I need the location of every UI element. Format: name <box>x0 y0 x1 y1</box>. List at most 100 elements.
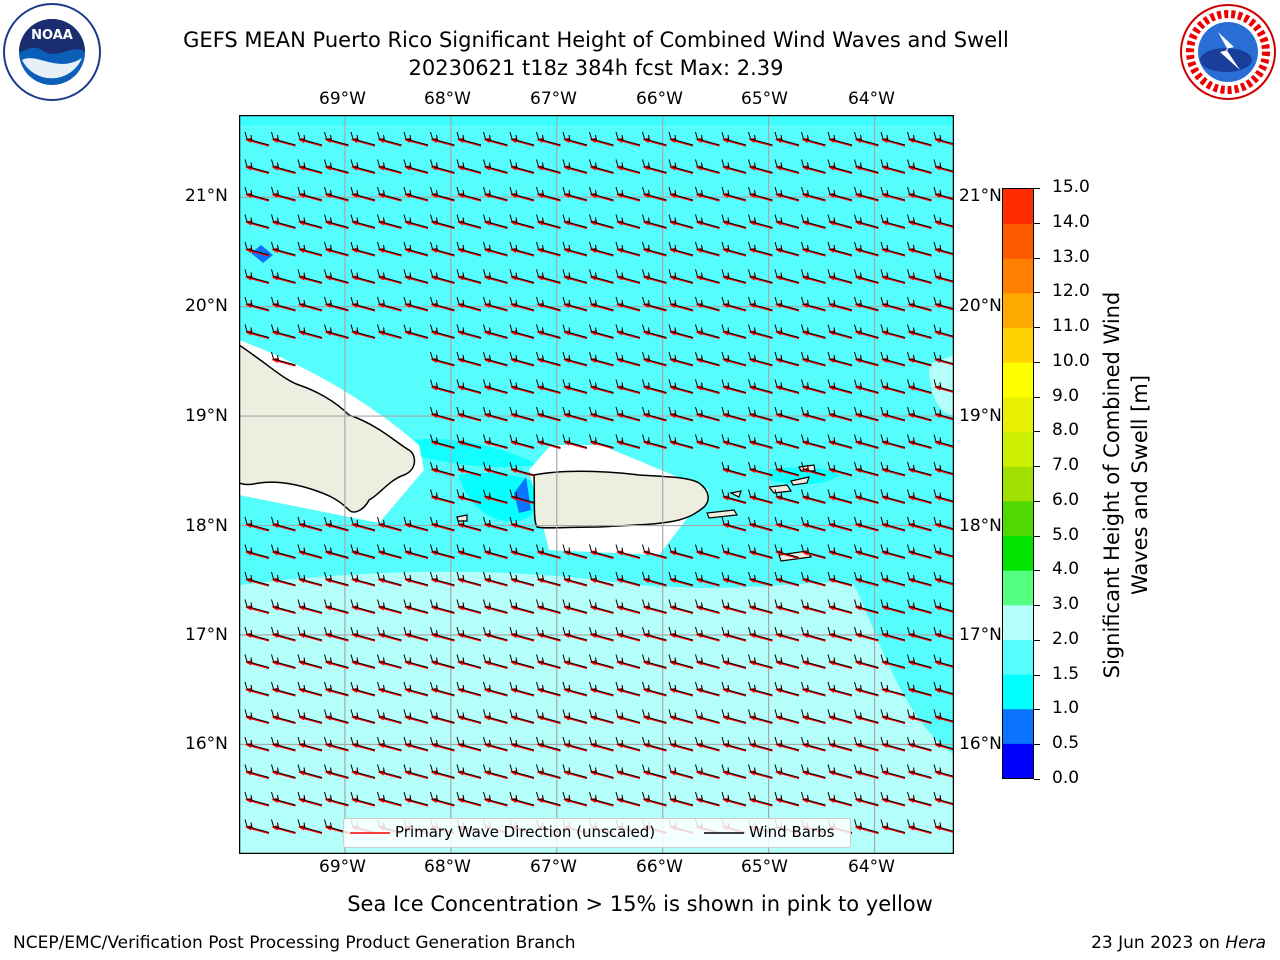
wave-arrow <box>722 660 747 670</box>
wind-barb <box>483 434 508 448</box>
wave-arrow <box>801 385 826 395</box>
wind-barb <box>880 736 906 751</box>
wind-barb <box>562 791 588 806</box>
wave-arrow <box>775 797 800 807</box>
wave-arrow <box>324 550 349 560</box>
wind-barb <box>907 819 932 833</box>
wind-barb <box>748 159 773 173</box>
wind-barb <box>801 351 826 366</box>
wave-arrow <box>483 632 508 642</box>
wind-barb <box>695 764 720 778</box>
wind-barb <box>403 131 429 146</box>
wind-barb <box>456 324 482 338</box>
wind-barb <box>774 599 800 613</box>
wind-barb <box>297 269 323 283</box>
wind-barb <box>721 681 747 696</box>
colorbar-segment <box>1003 431 1033 467</box>
wave-arrow <box>669 165 694 175</box>
wind-barb <box>854 571 879 586</box>
colorbar-label: Significant Height of Combined Wind Wave… <box>1100 291 1152 679</box>
wind-barb <box>668 131 694 146</box>
wave-arrow <box>828 440 853 450</box>
wind-barb <box>774 406 800 421</box>
wave-arrow <box>695 797 720 807</box>
wave-arrow <box>907 192 932 202</box>
wind-barb <box>562 296 588 311</box>
wave-arrow <box>351 192 376 202</box>
wave-arrow <box>801 412 826 422</box>
wind-barb <box>668 681 694 696</box>
wave-arrow <box>536 577 561 587</box>
wind-barb <box>509 406 535 421</box>
wind-barb <box>509 489 535 503</box>
lat-label-left: 19°N <box>185 406 228 426</box>
wave-arrow <box>722 715 747 725</box>
wave-arrow <box>695 577 720 587</box>
wave-arrow <box>642 550 667 560</box>
wind-barb <box>377 654 402 668</box>
wave-arrow <box>430 440 455 450</box>
wave-arrow <box>457 550 482 560</box>
wave-arrow <box>616 412 641 422</box>
wave-arrow <box>881 495 906 505</box>
wind-barb <box>695 214 720 228</box>
wave-arrow <box>907 797 932 807</box>
wave-arrow <box>271 302 296 312</box>
wave-arrow <box>881 522 906 532</box>
wave-arrow <box>245 247 270 257</box>
wind-barb <box>695 351 720 366</box>
wave-arrow <box>881 302 906 312</box>
wind-barb <box>483 214 508 228</box>
wave-arrow <box>324 660 349 670</box>
wind-barb <box>377 764 402 778</box>
colorbar-tick-label: 4.0 <box>1052 559 1080 580</box>
wind-barb <box>377 159 402 173</box>
colorbar-tick-mark <box>1034 709 1040 711</box>
wave-arrow <box>377 192 402 202</box>
wave-arrow <box>298 770 323 780</box>
wave-arrow <box>271 275 296 285</box>
wave-arrow <box>245 605 270 615</box>
wave-arrow <box>298 577 323 587</box>
wind-barb <box>483 516 508 531</box>
wind-barb <box>880 159 906 173</box>
wind-barb <box>403 764 429 778</box>
wave-arrow <box>748 467 773 477</box>
wave-arrow <box>881 137 906 147</box>
colorbar-tick-label: 8.0 <box>1052 420 1080 441</box>
wave-arrow <box>510 192 535 202</box>
wind-barb <box>907 269 932 283</box>
wave-arrow <box>377 742 402 752</box>
wind-barb <box>536 406 561 421</box>
wind-barb <box>907 681 932 696</box>
colorbar-segment <box>1003 258 1033 294</box>
wind-barb <box>536 241 561 256</box>
wave-arrow <box>589 192 614 202</box>
puerto-rico-land <box>533 470 709 529</box>
wind-barb <box>536 214 561 228</box>
wind-barb <box>430 351 455 366</box>
wave-arrow <box>351 632 376 642</box>
wave-arrow <box>457 440 482 450</box>
wave-arrow <box>775 165 800 175</box>
wave-arrow <box>245 165 270 175</box>
wind-barb <box>827 626 853 641</box>
wind-barb <box>271 131 296 146</box>
swell-light-zone-east <box>929 355 954 415</box>
wave-arrow <box>669 577 694 587</box>
wind-barb <box>721 489 747 503</box>
wave-arrow <box>669 357 694 367</box>
wind-barb <box>589 764 614 778</box>
wave-arrow <box>245 687 270 697</box>
wind-barb <box>350 269 376 283</box>
wind-barb <box>536 764 561 778</box>
wind-barb <box>907 351 932 366</box>
wave-arrow <box>245 275 270 285</box>
wind-barb <box>562 159 588 173</box>
wave-arrow <box>801 330 826 340</box>
wave-arrow <box>642 192 667 202</box>
colorbar-segment <box>1003 604 1033 640</box>
colorbar-segment <box>1003 327 1033 363</box>
wind-barb <box>774 131 800 146</box>
wave-arrow <box>430 687 455 697</box>
